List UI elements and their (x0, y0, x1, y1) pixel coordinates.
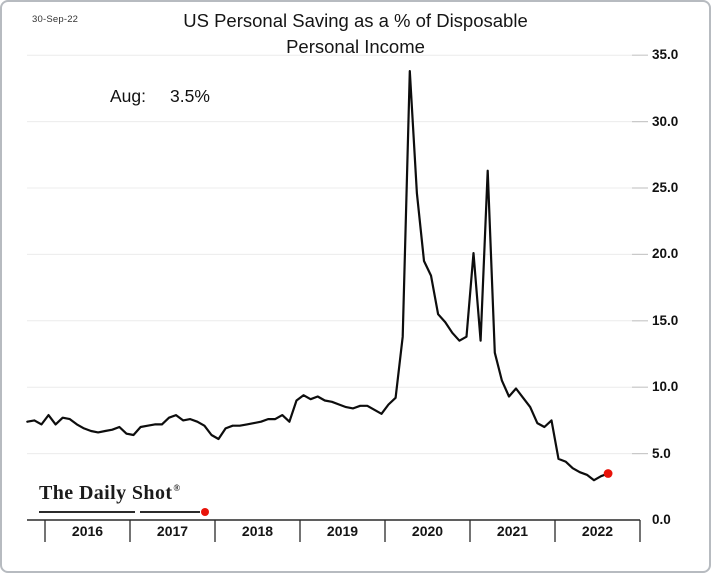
y-axis-label: 35.0 (652, 47, 679, 63)
y-axis-label: 15.0 (652, 312, 679, 328)
y-axis-label: 30.0 (652, 113, 679, 129)
chart-title: US Personal Saving as a % of Disposable … (2, 8, 709, 60)
logo-underline-right (140, 511, 200, 514)
x-axis-label: 2022 (581, 523, 614, 539)
y-axis-label: 20.0 (652, 246, 679, 262)
chart-title-line1: US Personal Saving as a % of Disposable (183, 10, 528, 31)
latest-point-marker (603, 469, 613, 478)
annotation-month-label: Aug: (110, 86, 146, 106)
daily-shot-logo: The Daily Shot® (39, 482, 181, 505)
logo-red-dot-icon (201, 508, 209, 516)
latest-value-annotation: Aug: 3.5% (110, 86, 210, 107)
logo-text: The Daily Shot (39, 482, 173, 504)
date-stamp: 30-Sep-22 (32, 14, 79, 25)
annotation-value: 3.5% (170, 86, 210, 106)
saving-rate-line (26, 69, 610, 482)
y-axis-label: 10.0 (652, 379, 679, 395)
y-axis-label: 25.0 (652, 180, 679, 195)
x-axis-label: 2017 (156, 523, 189, 539)
registered-mark: ® (173, 483, 181, 494)
x-axis-label: 2016 (71, 523, 104, 539)
x-axis-label: 2018 (241, 523, 274, 539)
y-axis-label: 0.0 (652, 512, 671, 527)
x-axis-label: 2020 (411, 523, 444, 539)
x-axis-label: 2021 (496, 523, 529, 539)
chart-title-line2: Personal Income (286, 36, 425, 57)
y-axis-label: 5.0 (652, 445, 671, 461)
x-axis-label: 2019 (326, 523, 359, 539)
logo-underline-left (39, 511, 135, 514)
